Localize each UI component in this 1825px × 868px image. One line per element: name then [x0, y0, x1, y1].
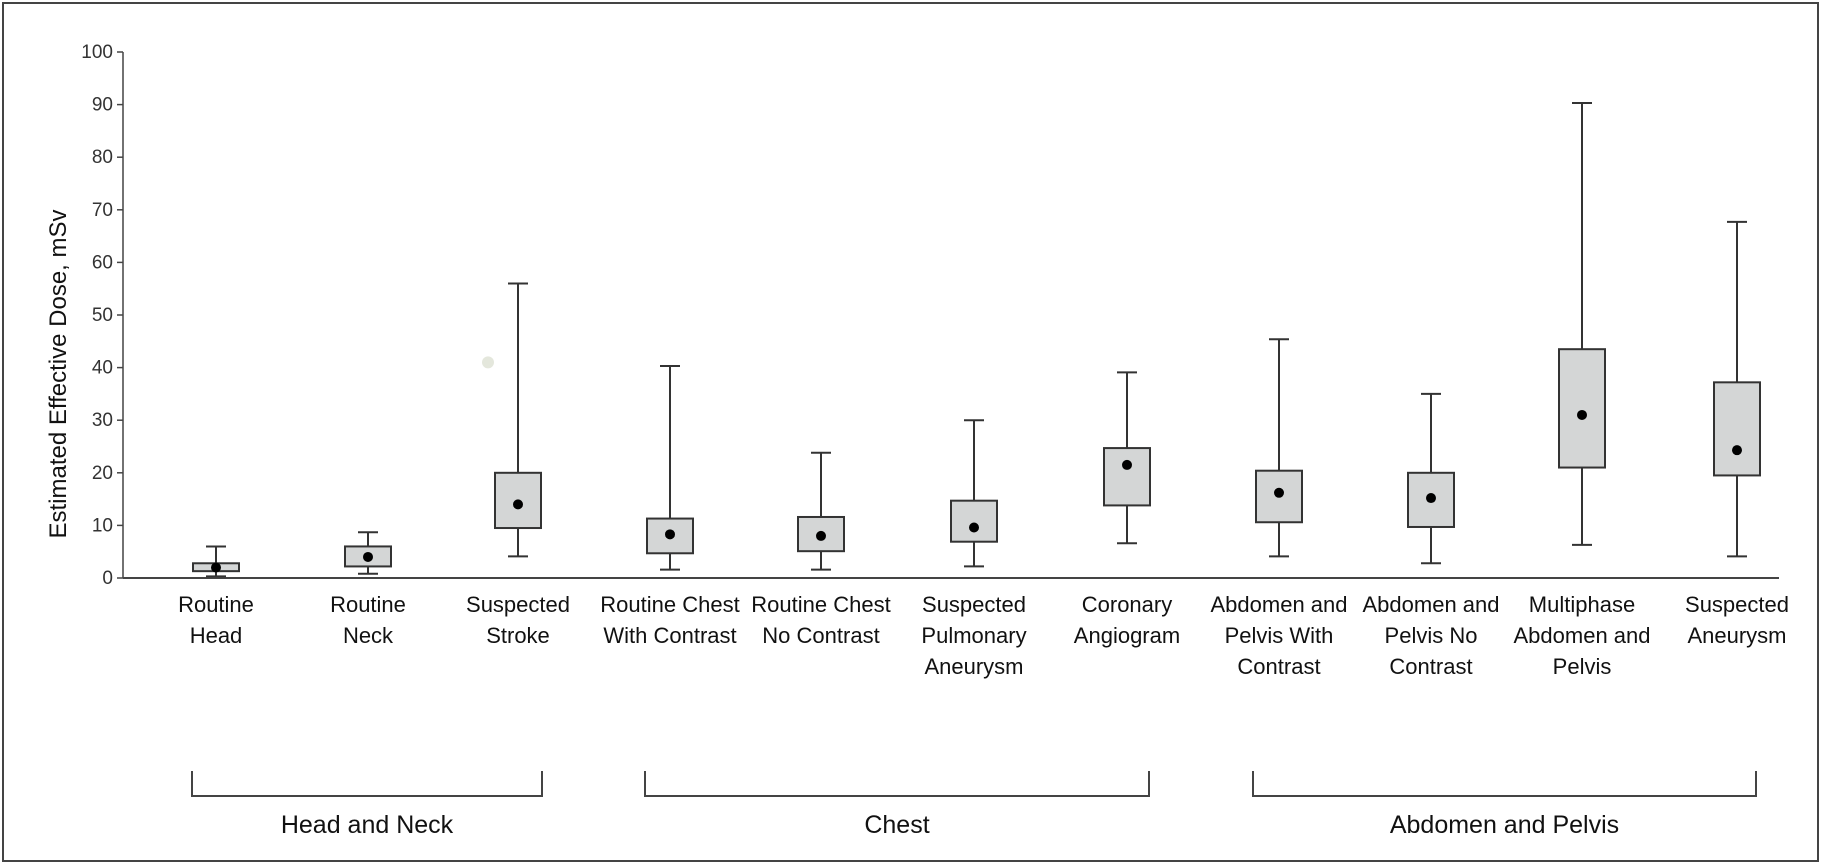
y-tick-label: 10 [92, 515, 113, 536]
category-label: Abdomen and Pelvis No Contrast [1363, 592, 1500, 679]
category-label-line: Pelvis [1553, 654, 1612, 679]
y-tick-label: 50 [92, 305, 113, 326]
median-dot [363, 551, 373, 562]
category-label-line: Suspected [1685, 592, 1789, 617]
box-5 [950, 419, 998, 568]
median-dot [816, 530, 826, 541]
group-label: Head and Neck [281, 811, 454, 839]
iqr-box [950, 499, 998, 543]
median-dot [1732, 445, 1742, 456]
median-dot [1426, 493, 1436, 504]
category-label: Suspected Stroke [466, 592, 570, 648]
category-label-line: Routine [178, 592, 254, 617]
y-tick-label: 100 [81, 42, 113, 63]
category-label-line: Suspected [466, 592, 570, 617]
box-7 [1255, 338, 1303, 558]
category-label-line: Coronary [1082, 592, 1172, 617]
category-label-line: Pelvis No [1385, 623, 1478, 648]
y-tick-label: 0 [102, 568, 113, 589]
median-dot [969, 522, 979, 533]
box-0 [192, 545, 240, 578]
y-tick-label: 90 [92, 95, 113, 116]
category-label-line: Angiogram [1074, 623, 1180, 648]
box-3 [646, 365, 694, 571]
category-label: Abdomen and Pelvis With Contrast [1211, 592, 1348, 679]
category-label: Multiphase Abdomen and Pelvis [1514, 592, 1651, 679]
boxes [192, 102, 1761, 578]
box-2 [482, 282, 542, 558]
group-label: Abdomen and Pelvis [1390, 811, 1619, 839]
category-label: Coronary Angiogram [1074, 592, 1180, 648]
y-axis-title: Estimated Effective Dose, mSv [45, 209, 72, 538]
category-label-line: Routine Chest [600, 592, 739, 617]
y-tick-label: 20 [92, 463, 113, 484]
box-10 [1713, 220, 1761, 558]
category-label-line: Routine [330, 592, 406, 617]
group-label: Chest [864, 811, 929, 839]
box-4 [797, 451, 845, 571]
y-tick-label: 60 [92, 252, 113, 273]
iqr-box [1103, 447, 1151, 507]
median-dot [1577, 409, 1587, 420]
category-label: Suspected Pulmonary Aneurysm [921, 592, 1026, 679]
box-8 [1407, 392, 1455, 565]
group-bracket-line [191, 771, 543, 797]
category-label-line: Pelvis With [1225, 623, 1334, 648]
category-label: Routine Neck [330, 592, 406, 648]
iqr-box [1558, 348, 1606, 469]
category-label-line: Head [190, 623, 243, 648]
category-label-line: Routine Chest [751, 592, 890, 617]
group-bracket-2: Abdomen and Pelvis [1252, 771, 1757, 839]
category-label-line: Suspected [922, 592, 1026, 617]
median-dot [665, 529, 675, 540]
median-dot [1122, 459, 1132, 470]
y-tick-label: 80 [92, 147, 113, 168]
outlier-point [482, 356, 494, 369]
category-label-line: With Contrast [603, 623, 736, 648]
category-label-line: Stroke [486, 623, 550, 648]
category-label-line: Abdomen and [1211, 592, 1348, 617]
group-bracket-0: Head and Neck [191, 771, 543, 839]
category-label-line: Aneurysm [924, 654, 1023, 679]
box-1 [344, 531, 392, 575]
category-label: Routine Chest With Contrast [600, 592, 739, 648]
category-label-line: Multiphase [1529, 592, 1635, 617]
group-brackets: Head and Neck Chest Abdomen and Pelvis [191, 771, 1757, 839]
category-label-line: No Contrast [762, 623, 879, 648]
y-tick-label: 30 [92, 410, 113, 431]
category-label-line: Neck [343, 623, 394, 648]
box-6 [1103, 371, 1151, 545]
category-label: Routine Chest No Contrast [751, 592, 890, 648]
box-9 [1558, 102, 1606, 546]
category-label-line: Contrast [1237, 654, 1320, 679]
category-label-line: Aneurysm [1687, 623, 1786, 648]
category-label: Suspected Aneurysm [1685, 592, 1789, 648]
group-bracket-line [1252, 771, 1757, 797]
y-tick-label: 40 [92, 358, 113, 379]
iqr-box [1713, 381, 1761, 477]
median-dot [1274, 487, 1284, 498]
y-tick-label: 70 [92, 200, 113, 221]
category-label-line: Contrast [1389, 654, 1472, 679]
median-dot [513, 499, 523, 510]
category-label-line: Pulmonary [921, 623, 1026, 648]
category-labels: Routine Head Routine Neck Suspected Stroke Rou… [178, 592, 1789, 679]
median-dot [211, 562, 221, 573]
category-label-line: Abdomen and [1514, 623, 1651, 648]
group-bracket-line [644, 771, 1150, 797]
category-label: Routine Head [178, 592, 254, 648]
y-axis: 0 10 20 30 40 50 60 70 80 90 100 [81, 42, 124, 589]
group-bracket-1: Chest [644, 771, 1150, 839]
category-label-line: Abdomen and [1363, 592, 1500, 617]
